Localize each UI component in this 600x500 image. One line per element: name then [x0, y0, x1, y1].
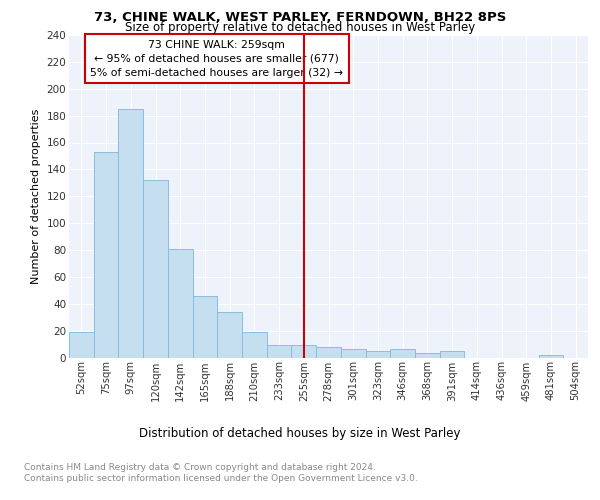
- Bar: [168, 248, 193, 358]
- Text: 73 CHINE WALK: 259sqm
← 95% of detached houses are smaller (677)
5% of semi-deta: 73 CHINE WALK: 259sqm ← 95% of detached …: [91, 40, 343, 78]
- Text: Size of property relative to detached houses in West Parley: Size of property relative to detached ho…: [125, 21, 475, 34]
- Bar: [69, 332, 94, 357]
- Bar: [193, 296, 217, 358]
- Bar: [217, 312, 242, 358]
- Bar: [365, 351, 390, 358]
- Bar: [415, 354, 440, 358]
- Text: Distribution of detached houses by size in West Parley: Distribution of detached houses by size …: [139, 428, 461, 440]
- Bar: [539, 355, 563, 358]
- Bar: [341, 350, 365, 358]
- Bar: [118, 109, 143, 358]
- Bar: [440, 351, 464, 358]
- Bar: [143, 180, 168, 358]
- Text: Contains HM Land Registry data © Crown copyright and database right 2024.: Contains HM Land Registry data © Crown c…: [24, 462, 376, 471]
- Bar: [316, 347, 341, 358]
- Text: Contains public sector information licensed under the Open Government Licence v3: Contains public sector information licen…: [24, 474, 418, 483]
- Bar: [242, 332, 267, 357]
- Text: 73, CHINE WALK, WEST PARLEY, FERNDOWN, BH22 8PS: 73, CHINE WALK, WEST PARLEY, FERNDOWN, B…: [94, 11, 506, 24]
- Bar: [267, 346, 292, 358]
- Bar: [94, 152, 118, 358]
- Y-axis label: Number of detached properties: Number of detached properties: [31, 108, 41, 284]
- Bar: [390, 350, 415, 358]
- Bar: [292, 346, 316, 358]
